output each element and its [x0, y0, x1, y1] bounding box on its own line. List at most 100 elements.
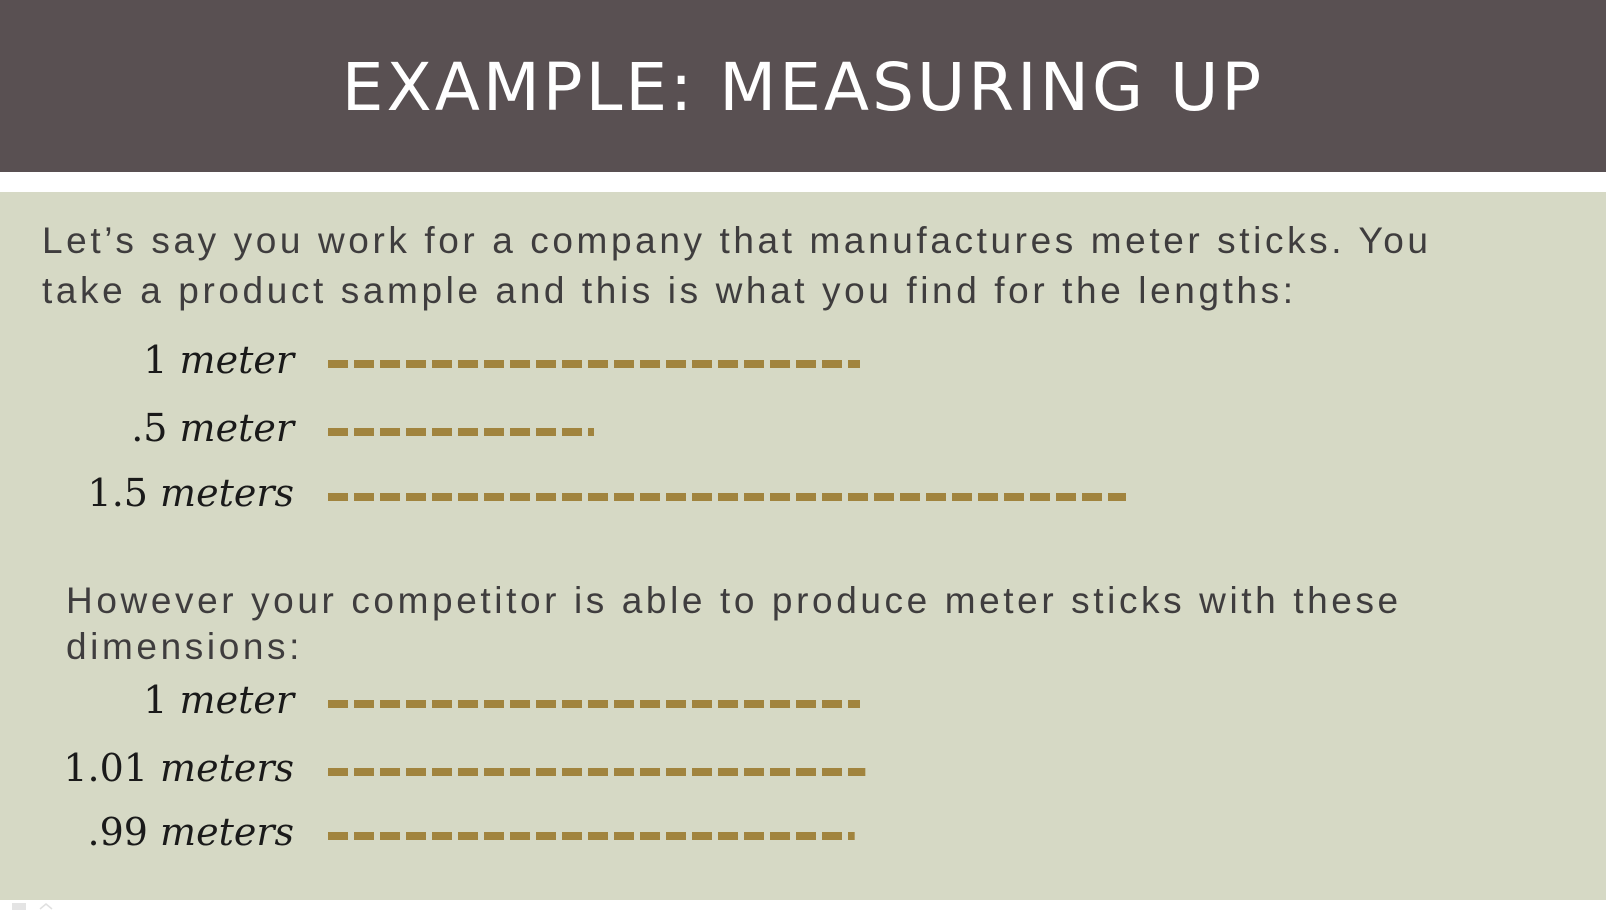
stick-dash: [718, 360, 738, 368]
stick-dash: [380, 700, 400, 708]
stick-dash: [562, 700, 582, 708]
stick-dash: [874, 493, 894, 501]
stick-dash: [588, 768, 608, 776]
stick-dash: [588, 428, 594, 436]
sample-stick-1: [328, 360, 860, 368]
stick-dash: [744, 768, 764, 776]
content-area: Let’s say you work for a company that ma…: [0, 192, 1606, 900]
stick-dash: [406, 360, 426, 368]
stick-dash: [822, 768, 842, 776]
stick-dash: [770, 768, 790, 776]
stick-dash: [536, 700, 556, 708]
sample-label-3: 1.5 meters: [88, 471, 294, 515]
stick-dash: [822, 700, 842, 708]
stick-dash: [536, 493, 556, 501]
stick-dash: [666, 493, 686, 501]
stick-dash: [380, 493, 400, 501]
slide-nav-icons[interactable]: [10, 901, 70, 911]
stick-dash: [692, 360, 712, 368]
stick-dash: [1108, 493, 1126, 501]
stick-dash: [562, 360, 582, 368]
stick-dash: [510, 493, 530, 501]
competitor-label-2: 1.01 meters: [63, 746, 294, 790]
competitor-line-2: dimensions:: [66, 626, 304, 667]
competitor-stick-3: [328, 832, 855, 840]
slide-forward-icon[interactable]: [39, 903, 53, 910]
stick-dash: [640, 700, 660, 708]
stick-dash: [536, 360, 556, 368]
stick-dash: [406, 700, 426, 708]
stick-dash: [744, 832, 764, 840]
stick-dash: [328, 700, 348, 708]
stick-dash: [848, 768, 866, 776]
stick-dash: [432, 493, 452, 501]
stick-dash: [848, 832, 855, 840]
stick-dash: [328, 768, 348, 776]
stick-dash: [1082, 493, 1102, 501]
stick-dash: [718, 768, 738, 776]
stick-dash: [458, 428, 478, 436]
measurement-unit: meter: [179, 678, 294, 722]
stick-dash: [952, 493, 972, 501]
stick-dash: [406, 768, 426, 776]
slide-title: EXAMPLE: MEASURING UP: [341, 49, 1265, 126]
measurement-unit: meters: [160, 471, 294, 515]
stick-dash: [588, 832, 608, 840]
stick-dash: [354, 768, 374, 776]
stick-dash: [432, 768, 452, 776]
stick-dash: [900, 493, 920, 501]
stick-dash: [796, 700, 816, 708]
stick-dash: [432, 360, 452, 368]
stick-dash: [458, 700, 478, 708]
stick-dash: [718, 700, 738, 708]
stick-dash: [536, 768, 556, 776]
stick-dash: [1056, 493, 1076, 501]
sample-stick-3: [328, 493, 1126, 501]
stick-dash: [614, 360, 634, 368]
stick-dash: [718, 832, 738, 840]
stick-dash: [1030, 493, 1050, 501]
stick-dash: [588, 700, 608, 708]
stick-dash: [640, 832, 660, 840]
sample-label-2: .5 meter: [131, 406, 294, 450]
stick-dash: [484, 700, 504, 708]
stick-dash: [536, 832, 556, 840]
stick-dash: [692, 700, 712, 708]
stick-dash: [640, 360, 660, 368]
stick-dash: [380, 428, 400, 436]
stick-dash: [328, 360, 348, 368]
competitor-stick-1: [328, 700, 860, 708]
stick-dash: [770, 493, 790, 501]
stick-dash: [354, 493, 374, 501]
stick-dash: [848, 493, 868, 501]
stick-dash: [588, 360, 608, 368]
stick-dash: [822, 360, 842, 368]
stick-dash: [484, 428, 504, 436]
stick-dash: [458, 768, 478, 776]
stick-dash: [796, 493, 816, 501]
stick-dash: [380, 832, 400, 840]
stick-dash: [406, 832, 426, 840]
stick-dash: [770, 700, 790, 708]
stick-dash: [614, 700, 634, 708]
stick-dash: [770, 832, 790, 840]
competitor-paragraph: However your competitor is able to produ…: [66, 578, 1402, 670]
stick-dash: [354, 428, 374, 436]
stick-dash: [796, 360, 816, 368]
stick-dash: [328, 493, 348, 501]
stick-dash: [562, 832, 582, 840]
sample-label-1: 1 meter: [143, 338, 294, 382]
stick-dash: [822, 832, 842, 840]
stick-dash: [510, 832, 530, 840]
stick-dash: [458, 832, 478, 840]
stick-dash: [458, 493, 478, 501]
intro-paragraph: Let’s say you work for a company that ma…: [42, 216, 1432, 316]
stick-dash: [562, 428, 582, 436]
stick-dash: [692, 832, 712, 840]
slide-nav-icon[interactable]: [12, 903, 26, 910]
stick-dash: [640, 493, 660, 501]
measurement-number: .99: [87, 810, 148, 854]
stick-dash: [796, 832, 816, 840]
stick-dash: [796, 768, 816, 776]
intro-line-2: take a product sample and this is what y…: [42, 270, 1297, 311]
